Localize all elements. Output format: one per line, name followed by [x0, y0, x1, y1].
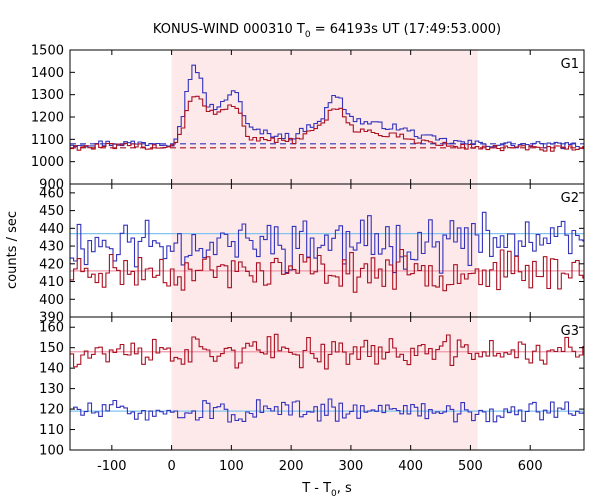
y-axis-title: counts / sec — [5, 211, 20, 289]
x-tick-label: 100 — [219, 459, 244, 474]
x-tick-label: 400 — [398, 459, 423, 474]
y-tick-label: 400 — [39, 293, 64, 308]
x-axis-title: T - T0, s — [301, 481, 352, 499]
y-tick-label: 1400 — [31, 66, 64, 81]
chart-title: KONUS-WIND 000310 T0 = 64193s UT (17:49:… — [153, 22, 501, 40]
x-tick-label: 0 — [167, 459, 175, 474]
panel-label-g1: G1 — [561, 57, 579, 72]
y-tick-label: 130 — [39, 382, 64, 397]
series-blue-g3 — [70, 398, 584, 423]
y-tick-label: 410 — [39, 275, 64, 290]
y-tick-label: 900 — [39, 178, 64, 193]
series-red-g1 — [70, 95, 584, 152]
panel-frame-g3 — [69, 316, 585, 451]
y-tick-label: 1000 — [31, 155, 64, 170]
y-tick-label: 1500 — [31, 44, 64, 59]
y-tick-label: 110 — [39, 423, 64, 438]
x-tick-label: 500 — [458, 459, 483, 474]
y-tick-label: 440 — [39, 222, 64, 237]
y-tick-label: 420 — [39, 257, 64, 272]
y-tick-label: 160 — [39, 321, 64, 336]
x-tick-label: -100 — [97, 459, 127, 474]
shaded-interval-g3 — [171, 317, 478, 450]
label-layer: 900100011001200130014001500G139040041042… — [31, 44, 579, 475]
series-red-g3 — [70, 333, 584, 370]
panel-label-g3: G3 — [561, 324, 579, 339]
y-tick-label: 430 — [39, 240, 64, 255]
x-tick-label: 200 — [279, 459, 304, 474]
y-tick-label: 1100 — [31, 133, 64, 148]
series-blue-g2 — [70, 211, 584, 274]
series-blue-g1 — [70, 64, 584, 150]
x-tick-label: 600 — [518, 459, 543, 474]
y-tick-label: 1200 — [31, 111, 64, 126]
y-tick-label: 120 — [39, 403, 64, 418]
y-tick-label: 450 — [39, 204, 64, 219]
y-tick-label: 140 — [39, 362, 64, 377]
y-tick-label: 150 — [39, 341, 64, 356]
shaded-interval-g2 — [171, 184, 478, 317]
shaded-interval-layer — [171, 50, 478, 450]
tick-layer — [70, 49, 584, 451]
series-red-g2 — [70, 248, 584, 293]
panel-label-g2: G2 — [561, 191, 579, 206]
y-tick-label: 460 — [39, 186, 64, 201]
y-tick-label: 390 — [39, 311, 64, 326]
series-layer — [70, 64, 584, 423]
y-tick-label: 1300 — [31, 88, 64, 103]
y-tick-label: 100 — [39, 444, 64, 459]
x-tick-label: 300 — [338, 459, 363, 474]
